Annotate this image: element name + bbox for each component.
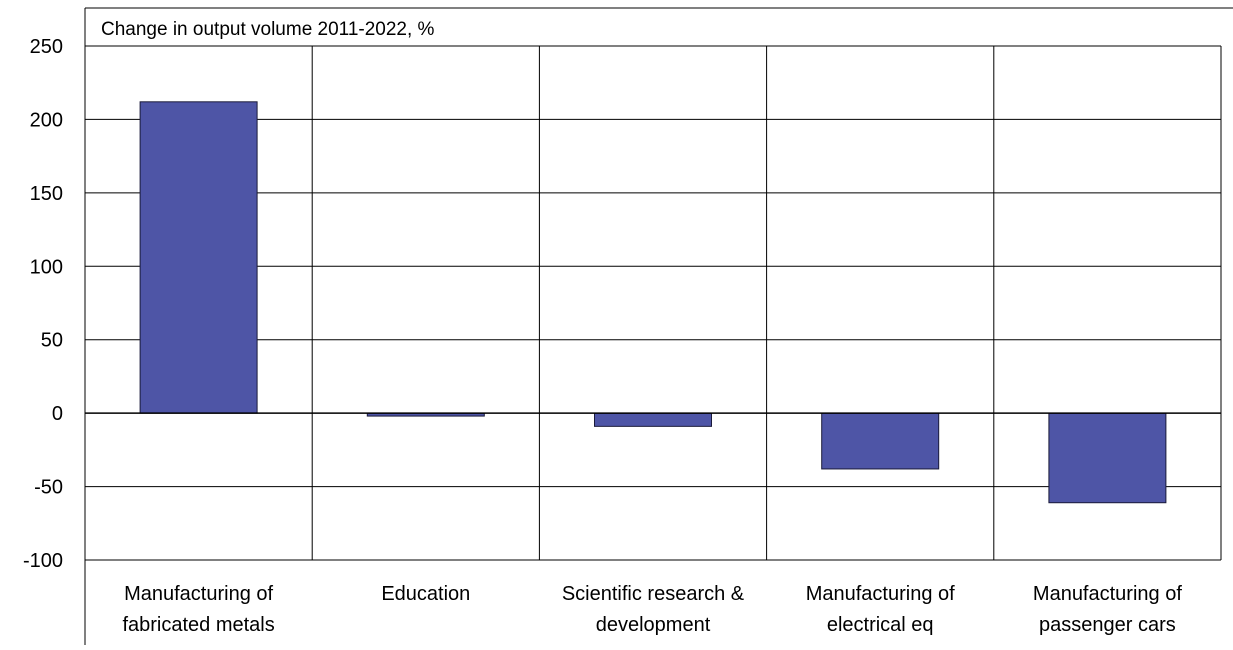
x-category-label: Education <box>381 583 470 605</box>
y-tick-label: 50 <box>41 330 63 352</box>
y-tick-label: -100 <box>23 550 63 572</box>
axes <box>84 7 1233 645</box>
x-category-label: Manufacturing of <box>806 583 955 605</box>
y-tick-label: 100 <box>30 256 63 278</box>
x-category-label: fabricated metals <box>122 614 274 636</box>
y-tick-label: 150 <box>30 183 63 205</box>
x-category-label: Manufacturing of <box>1033 583 1182 605</box>
chart-title: Change in output volume 2011-2022, % <box>101 19 435 40</box>
y-tick-label: -50 <box>34 477 63 499</box>
bar <box>139 101 258 414</box>
gridlines <box>85 45 1221 561</box>
bar <box>594 412 712 427</box>
x-category-label: development <box>596 614 711 636</box>
y-tick-label: 200 <box>30 109 63 131</box>
x-category-label: passenger cars <box>1039 614 1176 636</box>
labels: 250 200 150 100 50 0 -50 -100 Manufacturing of fa… <box>23 36 1182 636</box>
y-tick-label: 0 <box>52 403 63 425</box>
bar <box>821 412 940 470</box>
y-tick-label: 250 <box>30 36 63 58</box>
x-category-label: Scientific research & <box>562 583 745 605</box>
bars <box>139 101 1167 504</box>
bar <box>1048 412 1167 504</box>
x-category-label: Manufacturing of <box>124 583 273 605</box>
x-category-label: electrical eq <box>827 614 934 636</box>
